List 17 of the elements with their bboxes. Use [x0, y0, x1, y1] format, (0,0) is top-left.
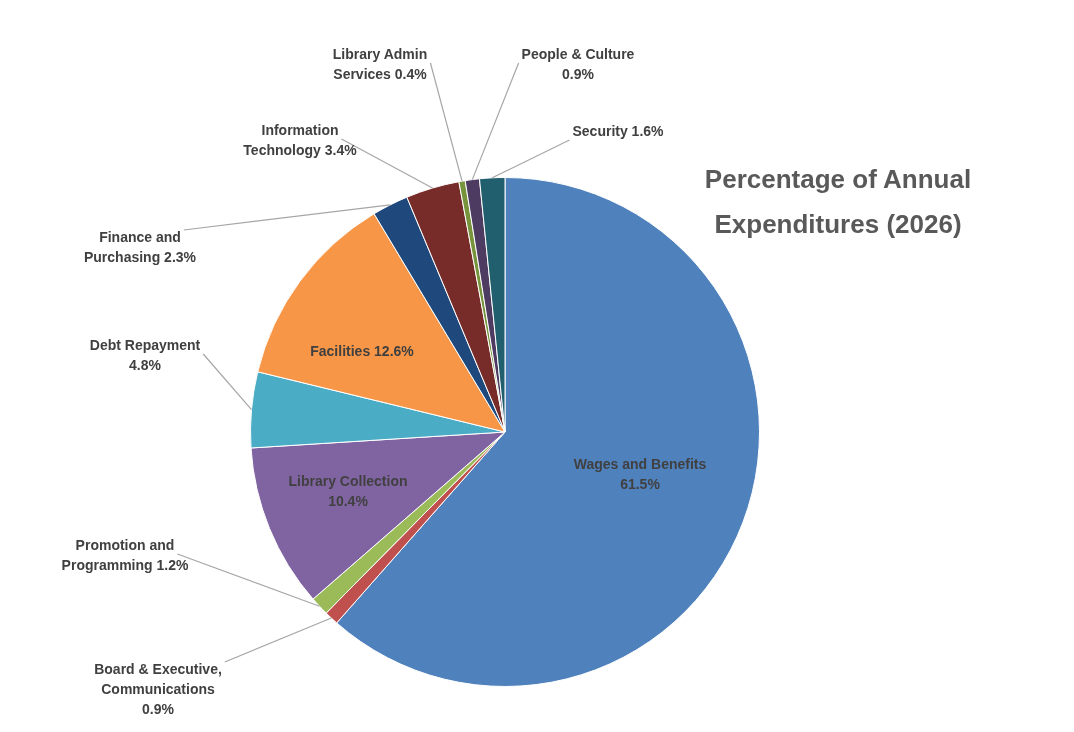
slice-label: Promotion and Programming 1.2% [61, 536, 189, 573]
data-label: 10.4% [328, 492, 369, 509]
slice-label: Finance and Purchasing 2.3% [83, 228, 197, 265]
text: Percentage of Annual Expenditures (2026) [704, 164, 972, 240]
slice-label: Library Admin Services 0.4% [332, 45, 428, 82]
data-label: 61.5% [620, 475, 661, 492]
slice-label: Board & Executive, Communications [94, 660, 222, 697]
slice-label: Wages and Benefits [573, 455, 707, 472]
slice-label: Security 1.6% [572, 122, 665, 139]
data-label: 4.8% [129, 356, 162, 373]
data-label: 0.9% [562, 65, 595, 82]
slice-label: People & Culture [521, 45, 635, 62]
slice-label: Information Technology 3.4% [243, 121, 358, 158]
slice-label: Library Collection [288, 472, 408, 489]
slice-label: Debt Repayment [89, 336, 201, 353]
data-label: 0.9% [142, 700, 175, 717]
slice-label: Facilities 12.6% [310, 342, 415, 359]
